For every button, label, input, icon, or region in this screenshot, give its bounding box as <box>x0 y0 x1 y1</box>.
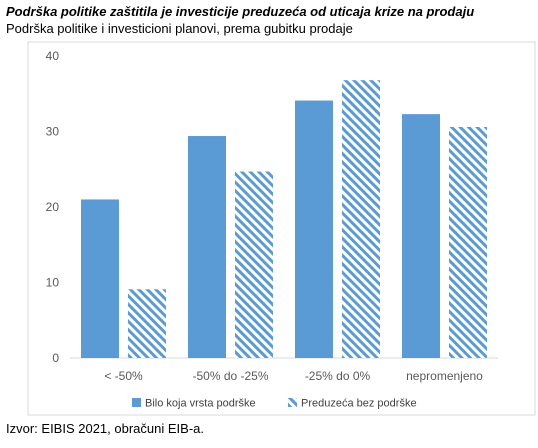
y-tick-label: 30 <box>46 125 60 139</box>
chart-subtitle: Podrška politike i investicioni planovi,… <box>6 21 353 36</box>
bar-support-0 <box>81 199 119 358</box>
legend-swatch-support <box>132 398 141 407</box>
y-tick-label: 0 <box>52 351 59 365</box>
source-note: Izvor: EIBIS 2021, obračuni EIB-a. <box>6 421 204 436</box>
bar-no-support-2 <box>342 80 380 358</box>
chart-title: Podrška politike zaštitila je investicij… <box>6 4 475 19</box>
bar-support-1 <box>188 136 226 358</box>
y-tick-label: 10 <box>46 276 60 290</box>
y-tick-label: 20 <box>46 200 60 214</box>
bar-no-support-3 <box>449 126 487 358</box>
plot-frame <box>27 41 536 416</box>
legend-label-no-support: Preduzeća bez podrške <box>301 398 417 410</box>
bar-no-support-1 <box>235 171 273 358</box>
bar-support-2 <box>295 100 333 359</box>
x-tick-label: < -50% <box>104 369 143 383</box>
y-tick-label: 40 <box>46 49 60 63</box>
legend-swatch-no-support <box>288 398 297 407</box>
x-tick-label: -50% do -25% <box>192 369 268 383</box>
bar-no-support-0 <box>128 289 166 358</box>
x-tick-label: -25% do 0% <box>305 369 371 383</box>
bar-support-3 <box>402 114 440 358</box>
x-tick-label: nepromenjeno <box>406 369 483 383</box>
legend-label-support: Bilo koja vrsta podrške <box>145 398 256 410</box>
